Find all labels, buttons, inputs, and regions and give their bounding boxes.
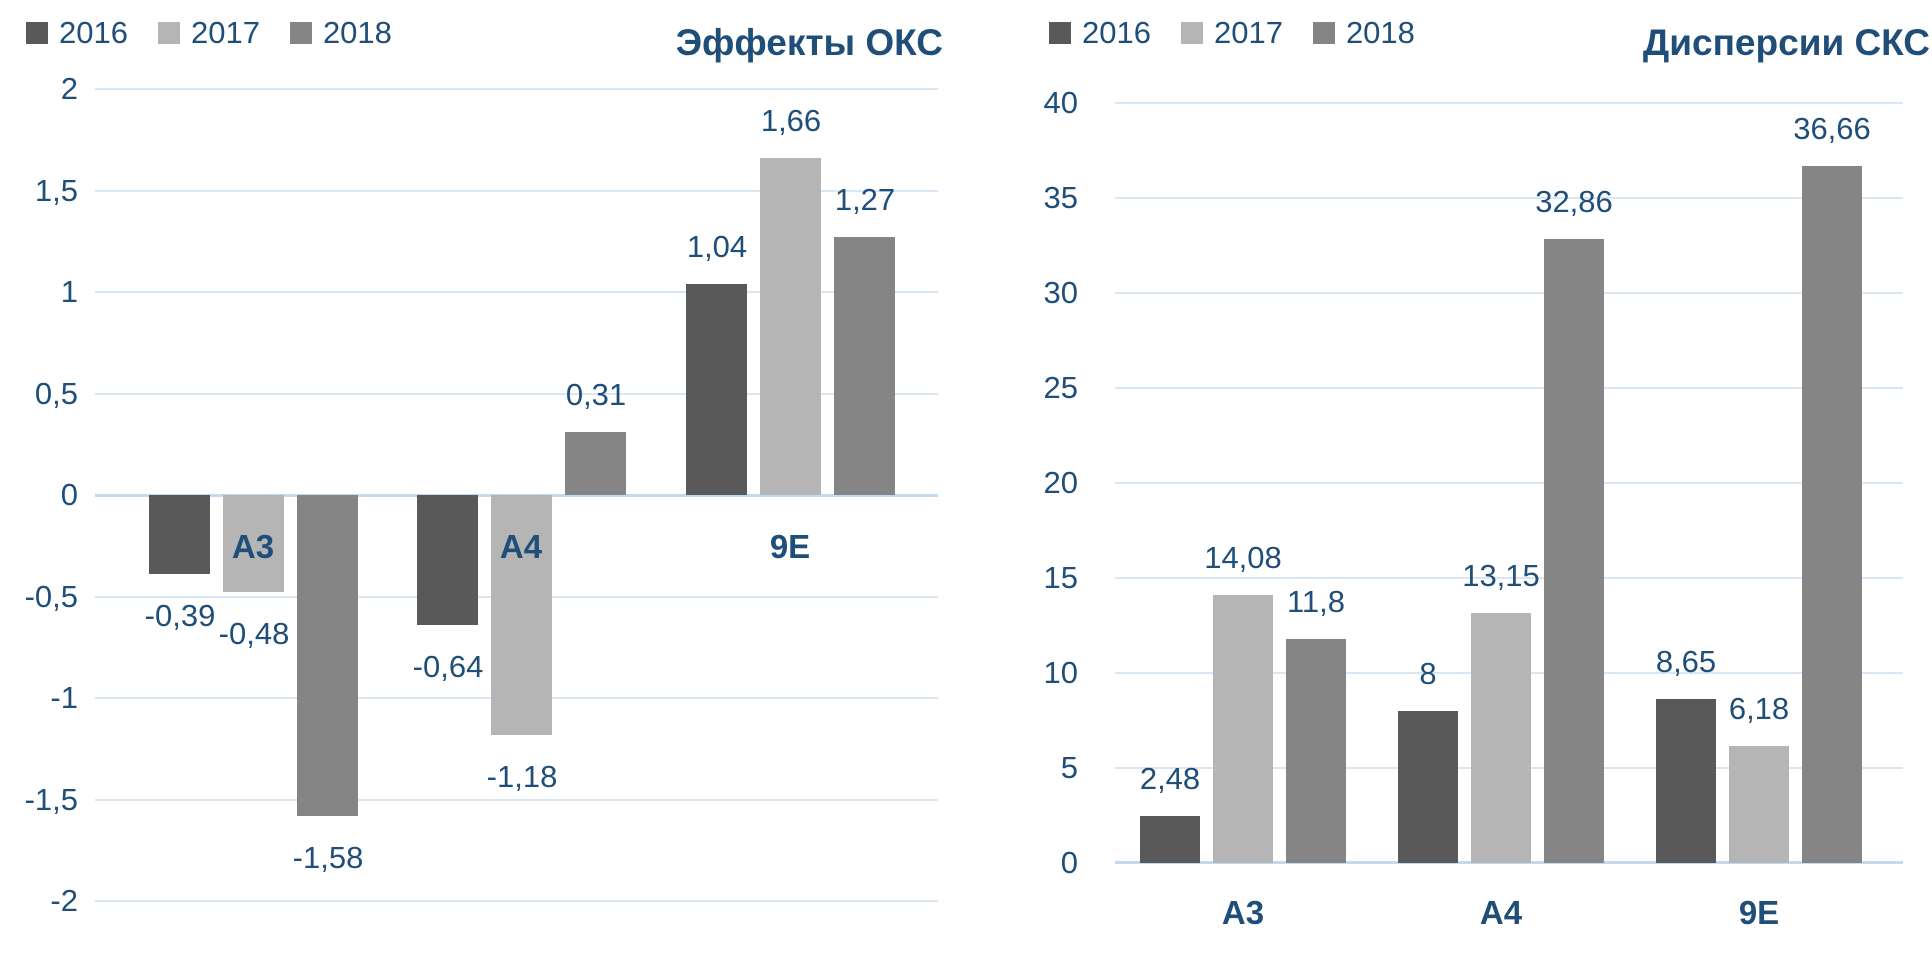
value-label-2017-A3: 14,08 [1204, 540, 1282, 575]
legend-swatch-icon [1049, 22, 1071, 44]
plot-area: 40 35 30 25 20 15 10 5 0 2,48 8 8,65 14,08 13,15 6,18 1… [1044, 85, 1903, 931]
category-label-A3: A3 [231, 528, 275, 565]
legend-swatch-icon [1312, 22, 1335, 44]
value-label-2017-A4: 13,15 [1462, 558, 1540, 593]
y-tick-label: 0 [1060, 845, 1078, 880]
legend-label: 2017 [190, 15, 260, 50]
gridline [95, 291, 938, 293]
bar-2018-A3 [1286, 639, 1346, 863]
legend-swatch-icon [289, 22, 312, 44]
value-label-2017-A3: -0,48 [218, 616, 290, 651]
gridline [1115, 292, 1903, 294]
gridline [1115, 197, 1903, 199]
category-label-9E: 9E [769, 528, 811, 565]
bar-2016-A4 [1398, 711, 1458, 863]
value-label-2018-9E: 1,27 [834, 182, 896, 217]
y-tick-label: 15 [1043, 560, 1078, 595]
legend-item-2016: 2016 [1049, 16, 1151, 50]
gridline [95, 799, 938, 801]
chart-effects-oks: 2016 2017 2018 Эффекты ОКС 2 1,5 1 0,5 0 -0,5 -1… [18, 8, 943, 954]
bar-2016-A3 [1140, 816, 1200, 863]
gridline [95, 190, 938, 192]
legend-item-2017: 2017 [157, 15, 260, 50]
legend-swatch-icon [157, 22, 180, 44]
y-tick-label: -1 [50, 680, 78, 715]
y-tick-label: 35 [1043, 180, 1078, 215]
bar-2016-A3 [149, 495, 210, 574]
value-label-2016-A3: -0,39 [144, 598, 216, 633]
y-tick-label: -0,5 [24, 579, 78, 614]
bar-2018-A3 [297, 495, 358, 816]
gridline [1115, 102, 1903, 104]
y-tick-label: 30 [1043, 275, 1078, 310]
bar-2016-9E [1656, 699, 1716, 863]
category-label-A4: A4 [1479, 894, 1523, 931]
y-tick-label: 1 [60, 274, 78, 309]
y-tick-label: 1,5 [34, 173, 78, 208]
value-label-2017-A4: -1,18 [486, 759, 558, 794]
value-label-2017-9E: 1,66 [760, 103, 822, 138]
bar-2018-A4 [1544, 239, 1604, 863]
bar-2017-A4 [1471, 613, 1531, 863]
chart-title: Дисперсии СКС [1642, 22, 1930, 63]
value-label-2018-A4: 32,86 [1535, 184, 1613, 219]
legend: 2016 2017 2018 [26, 16, 392, 50]
bar-2017-A3 [1213, 595, 1273, 863]
legend-label: 2016 [1082, 15, 1151, 50]
y-tick-label: 0,5 [34, 376, 78, 411]
bar-2018-9E [834, 237, 895, 495]
bar-2017-9E [1729, 746, 1789, 863]
gridline [1115, 387, 1903, 389]
gridline [95, 88, 938, 90]
legend-label: 2016 [59, 15, 128, 50]
plot-area: 2 1,5 1 0,5 0 -0,5 -1 -1,5 -2 -0,39 -0,64 1,04 -0,48… [25, 71, 938, 918]
value-label-2018-A3: 11,8 [1286, 584, 1346, 619]
y-tick-label: 40 [1043, 85, 1078, 120]
legend-label: 2018 [1345, 15, 1415, 50]
y-tick-label: 10 [1043, 655, 1078, 690]
value-label-2016-A4: -0,64 [412, 649, 484, 684]
y-tick-label: -2 [50, 883, 78, 918]
value-label-2016-A3: 2,48 [1139, 761, 1201, 796]
category-label-A4: A4 [499, 528, 543, 565]
gridline [95, 393, 938, 395]
legend-swatch-icon [1180, 22, 1203, 44]
y-tick-label: 0 [60, 477, 78, 512]
bar-2016-A4 [417, 495, 478, 625]
bar-2017-9E [760, 158, 821, 495]
legend-item-2017: 2017 [1180, 15, 1283, 50]
y-tick-label: 5 [1060, 750, 1078, 785]
bar-2016-9E [686, 284, 747, 495]
gridline [1115, 577, 1903, 579]
y-tick-label: -1,5 [24, 782, 78, 817]
legend-label: 2018 [322, 15, 392, 50]
legend: 2016 2017 2018 [1049, 16, 1415, 50]
category-label-9E: 9E [1738, 894, 1780, 931]
y-tick-label: 20 [1043, 465, 1078, 500]
gridline [95, 900, 938, 902]
legend-label: 2017 [1213, 15, 1283, 50]
y-tick-label: 2 [60, 71, 78, 106]
bar-2017-A4 [491, 495, 552, 735]
legend-item-2016: 2016 [26, 16, 128, 50]
y-tick-label: 25 [1043, 370, 1078, 405]
legend-swatch-icon [26, 22, 48, 44]
category-label-A3: A3 [1221, 894, 1265, 931]
value-label-2018-A4: 0,31 [565, 377, 627, 412]
value-label-2018-A3: -1,58 [292, 840, 364, 875]
legend-item-2018: 2018 [1312, 15, 1415, 50]
legend-item-2018: 2018 [289, 15, 392, 50]
bar-2018-A4 [565, 432, 626, 495]
value-label-2016-9E: 8,65 [1655, 644, 1717, 679]
gridline [1115, 482, 1903, 484]
chart-dispersions-sks: 2016 2017 2018 Дисперсии СКС 40 35 30 25 20 15 1… [1044, 8, 1930, 954]
value-label-2016-A4: 8 [1419, 656, 1437, 691]
value-label-2018-9E: 36,66 [1793, 111, 1871, 146]
value-label-2017-9E: 6,18 [1728, 691, 1790, 726]
bar-2018-9E [1802, 166, 1862, 863]
chart-title: Эффекты ОКС [675, 22, 943, 63]
bar-2017-A3 [223, 495, 284, 592]
value-label-2016-9E: 1,04 [686, 229, 748, 264]
